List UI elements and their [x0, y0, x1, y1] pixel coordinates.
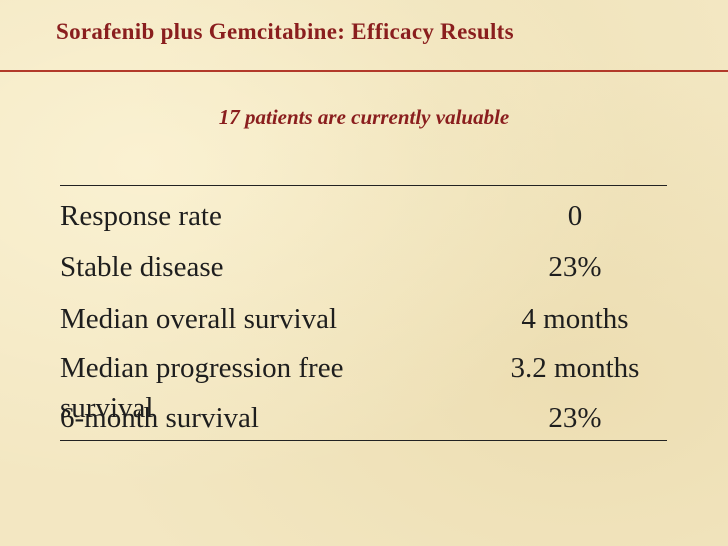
row-label-6-month-survival: 6-month survival [60, 402, 259, 434]
row-value-median-overall-survival: 4 months [521, 303, 629, 335]
results-table: Response rate 0 Stable disease 23% Media… [60, 185, 667, 441]
row-value-6-month-survival: 23% [548, 402, 602, 434]
row-label-response-rate: Response rate [60, 200, 222, 232]
slide-title: Sorafenib plus Gemcitabine: Efficacy Res… [56, 19, 514, 44]
table-row: Response rate 0 [60, 196, 667, 236]
row-value-response-rate: 0 [567, 200, 583, 232]
table-row: 6-month survival 23% [60, 398, 667, 438]
row-label-median-progression-free-survival: Median progression free survival [60, 352, 344, 424]
row-value-stable-disease: 23% [548, 251, 602, 283]
table-row: Stable disease 23% [60, 247, 667, 287]
row-label-stable-disease: Stable disease [60, 251, 224, 283]
title-divider [0, 70, 728, 72]
slide-subtitle: 17 patients are currently valuable [218, 105, 510, 129]
table-row: Median overall survival 4 months [60, 299, 667, 339]
table-row: Median progression free survival 3.2 mon… [60, 348, 667, 424]
row-label-median-overall-survival: Median overall survival [60, 303, 338, 335]
row-value-median-progression-free-survival: 3.2 months [510, 352, 640, 384]
